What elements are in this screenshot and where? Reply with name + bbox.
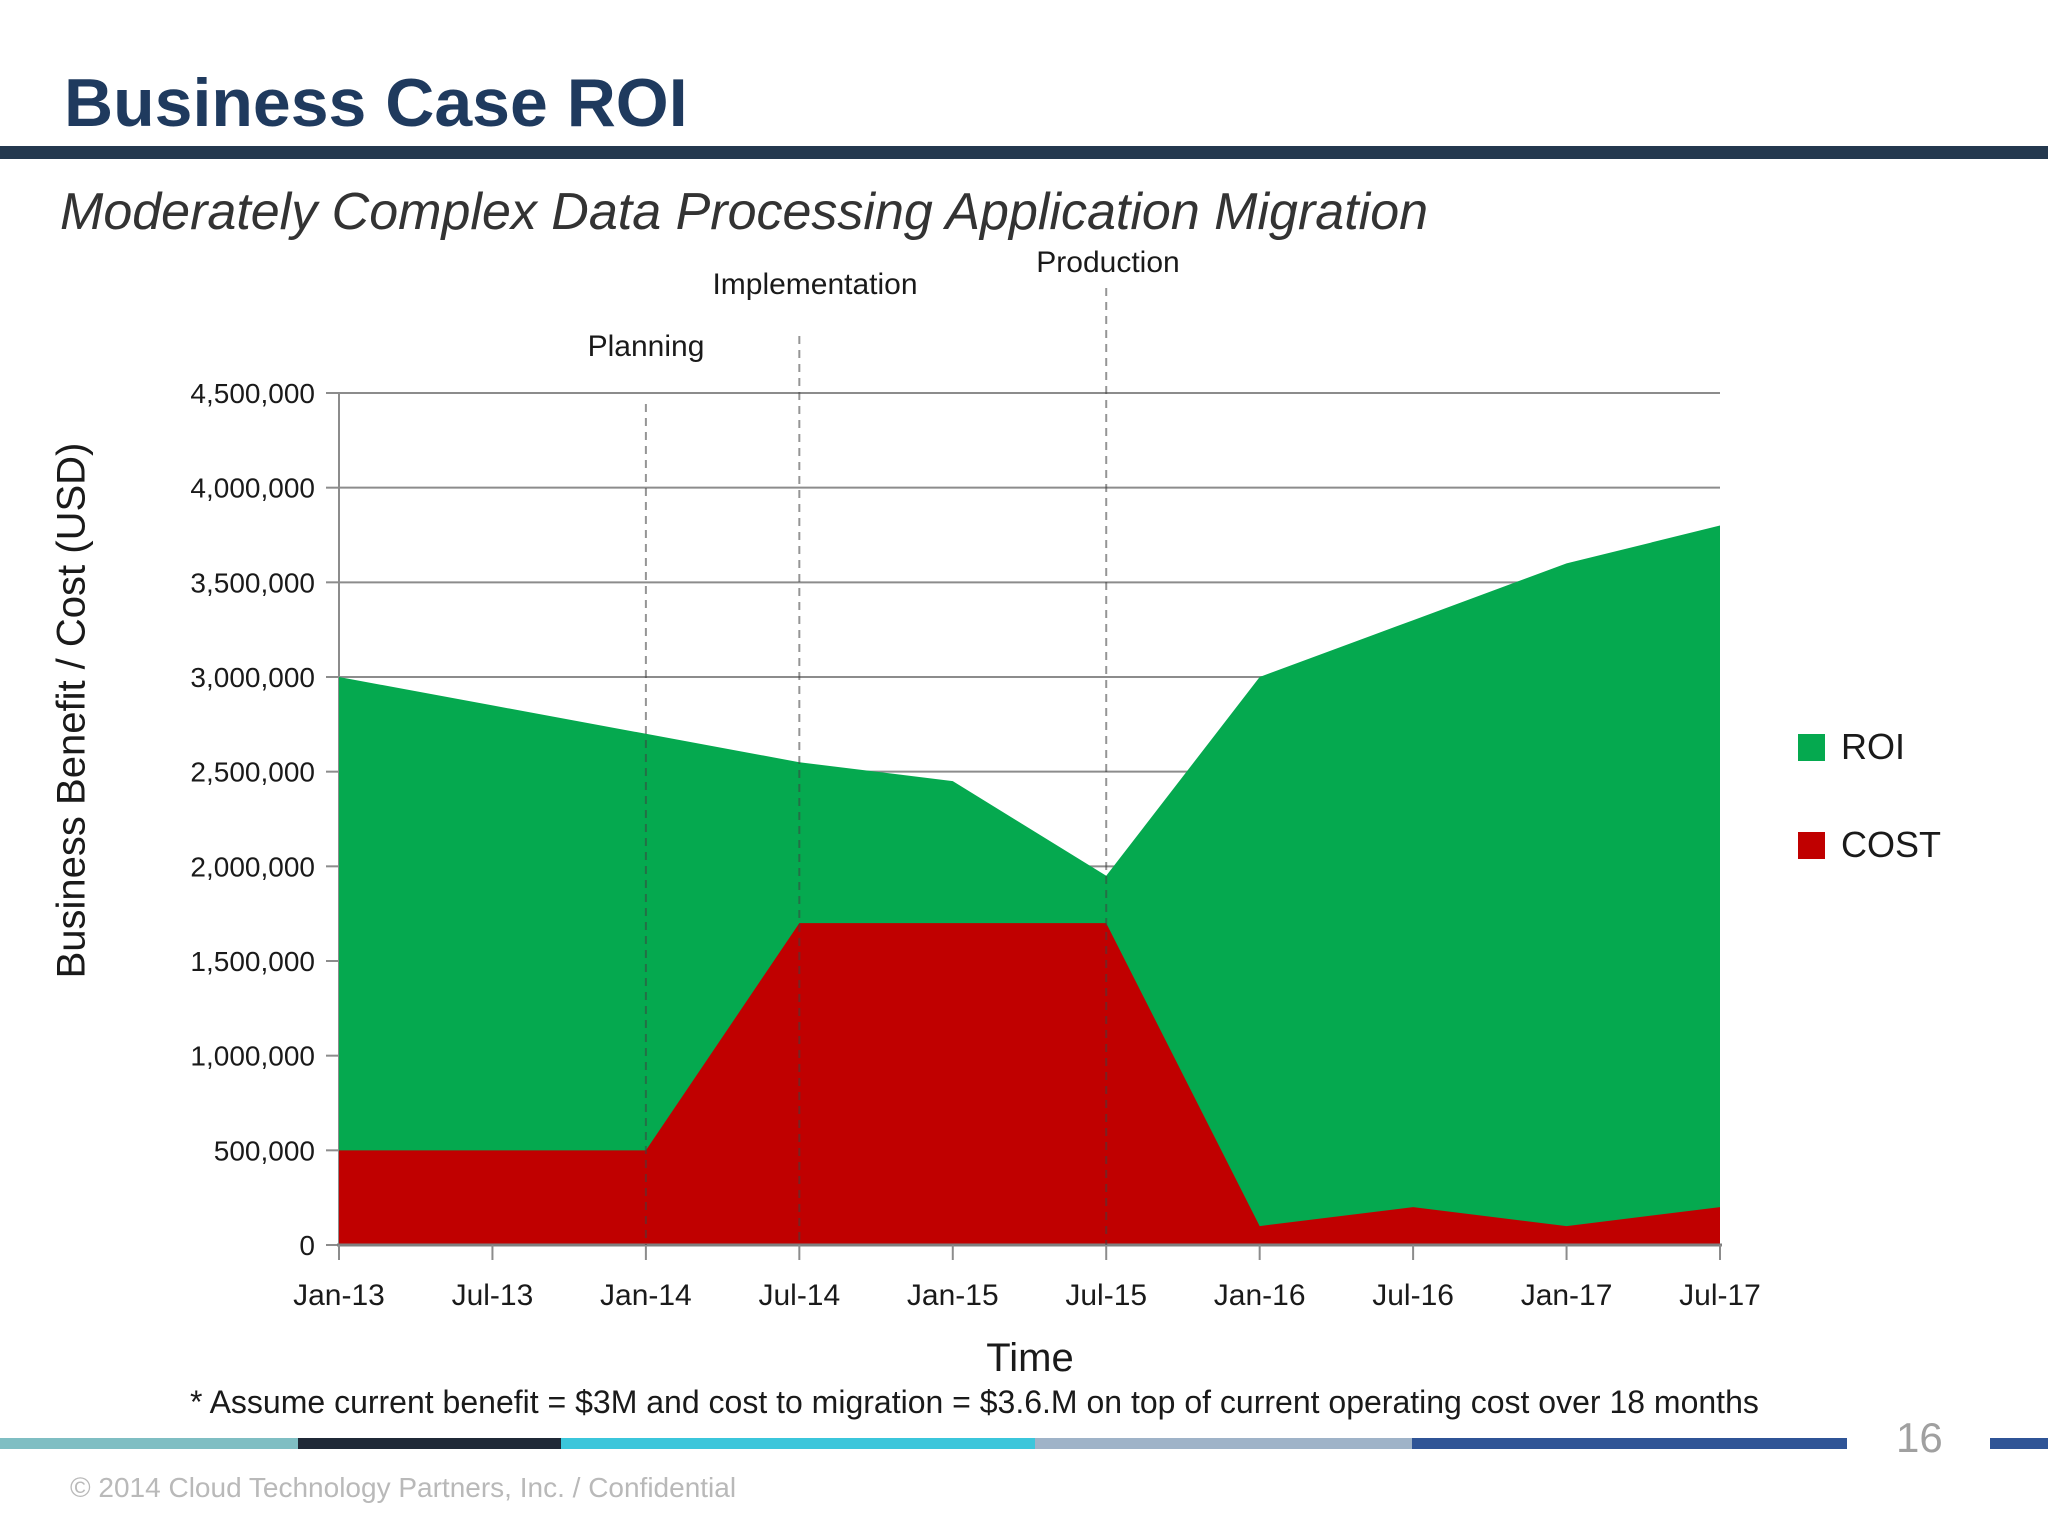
y-tick-label: 3,500,000 [190, 567, 315, 598]
footer-accent-bar [0, 1438, 1847, 1449]
x-tick-label: Jan-13 [293, 1279, 385, 1312]
y-tick-label: 0 [299, 1230, 315, 1261]
footer-accent-bar-right [1990, 1438, 2048, 1449]
roi-area [339, 525, 1720, 1245]
page-title: Business Case ROI [64, 65, 688, 141]
x-tick-label: Jan-17 [1521, 1279, 1613, 1312]
phase-label-production: Production [1036, 246, 1180, 279]
phase-label-planning: Planning [587, 330, 705, 363]
footer-bar-segment [561, 1438, 1035, 1449]
x-tick-label: Jul-15 [1065, 1279, 1147, 1312]
x-tick-label: Jan-16 [1214, 1279, 1306, 1312]
cost-swatch-icon [1798, 831, 1825, 859]
y-tick-label: 500,000 [214, 1135, 315, 1166]
x-tick-label: Jul-13 [452, 1279, 534, 1312]
footer-bar-segment [1035, 1438, 1412, 1449]
cost-area [339, 923, 1720, 1245]
roi-swatch-icon [1798, 733, 1825, 761]
title-rule-divider [0, 146, 2048, 159]
y-axis-title: Business Benefit / Cost (USD) [49, 442, 94, 979]
x-tick-label: Jul-14 [758, 1279, 840, 1312]
footer-bar-segment [0, 1438, 298, 1449]
x-axis-title: Time [986, 1336, 1074, 1380]
y-tick-label: 2,500,000 [190, 757, 315, 788]
footer-bar-segment [298, 1438, 561, 1449]
y-tick-label: 4,000,000 [190, 473, 315, 504]
x-tick-label: Jan-15 [907, 1279, 999, 1312]
legend-label-cost: COST [1841, 824, 1942, 865]
legend-item-roi: ROI [1798, 726, 1941, 768]
y-tick-label: 1,000,000 [190, 1041, 315, 1072]
x-tick-label: Jul-17 [1679, 1279, 1761, 1312]
y-tick-label: 4,500,000 [190, 378, 315, 409]
copyright-text: © 2014 Cloud Technology Partners, Inc. /… [70, 1472, 737, 1503]
footnote: * Assume current benefit = $3M and cost … [190, 1384, 1759, 1420]
slide-subtitle: Moderately Complex Data Processing Appli… [60, 183, 1429, 241]
x-tick-label: Jan-14 [600, 1279, 692, 1312]
y-tick-label: 1,500,000 [190, 946, 315, 977]
page-number: 16 [1896, 1414, 1943, 1461]
footer-bar-segment [1412, 1438, 1847, 1449]
y-tick-label: 2,000,000 [190, 851, 315, 882]
legend-label-roi: ROI [1841, 726, 1906, 767]
legend: ROI COST [1798, 726, 1941, 922]
phase-label-implementation: Implementation [712, 268, 918, 301]
y-tick-label: 3,000,000 [190, 662, 315, 693]
legend-item-cost: COST [1798, 824, 1941, 866]
x-tick-label: Jul-16 [1372, 1279, 1454, 1312]
